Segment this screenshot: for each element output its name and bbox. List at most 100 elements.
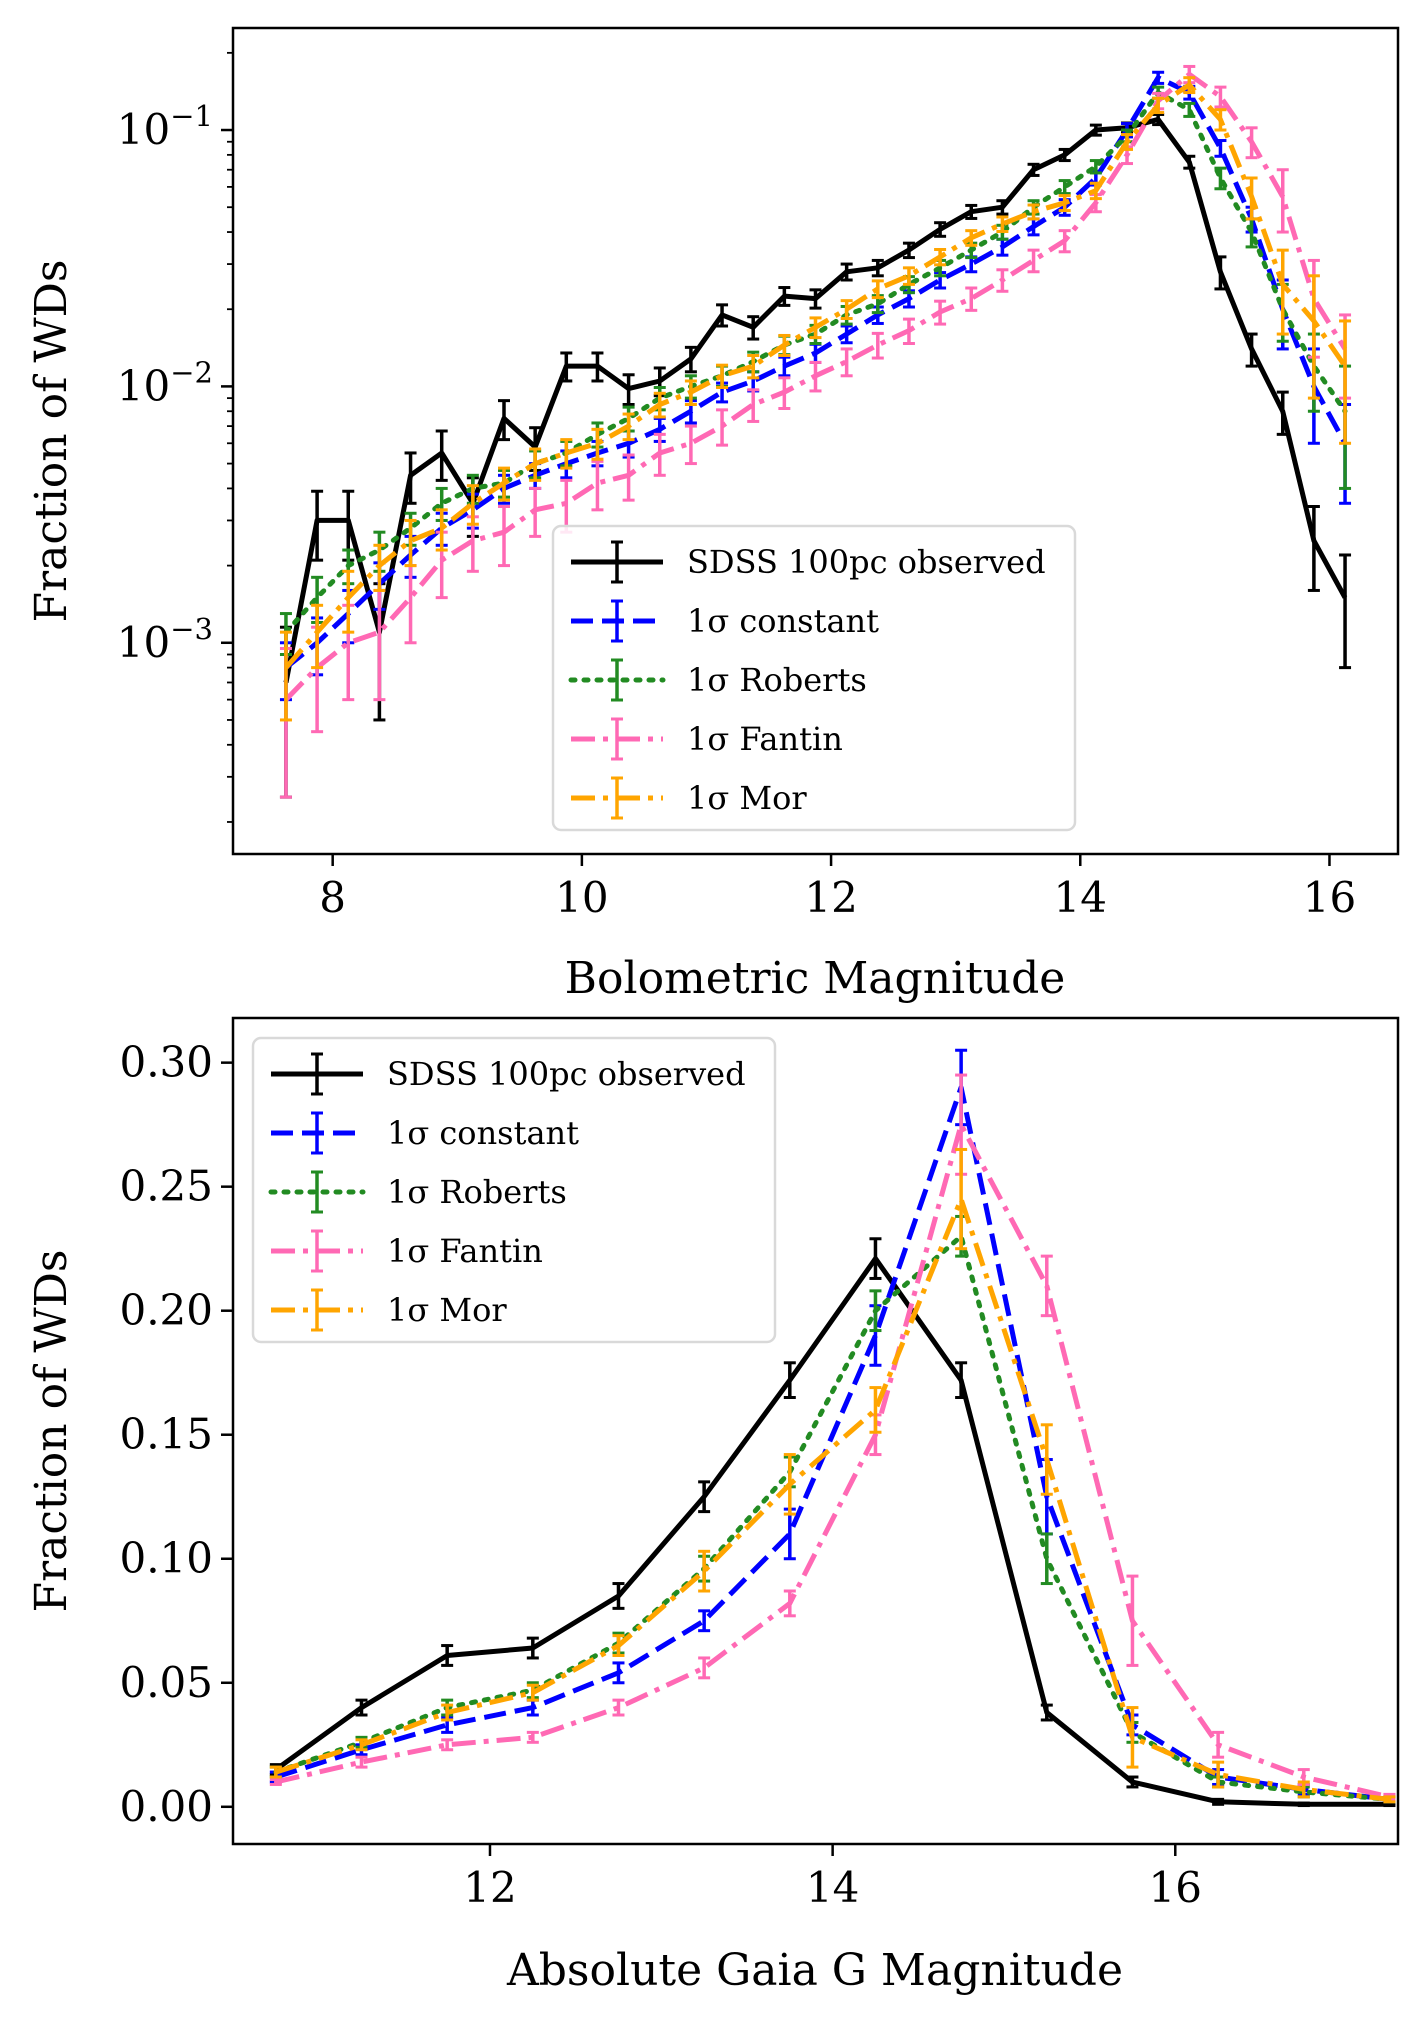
data-point xyxy=(1302,1787,1306,1791)
data-point xyxy=(969,262,973,266)
error-bar xyxy=(1212,1730,1225,1759)
x-tick-label: 14 xyxy=(1054,873,1107,922)
error-bar xyxy=(840,347,853,378)
data-point xyxy=(1250,347,1254,351)
y-tick-label: 10−3 xyxy=(117,612,213,667)
data-point xyxy=(1063,185,1067,189)
data-point xyxy=(907,297,911,301)
data-point xyxy=(359,1706,363,1710)
top-y-axis-label: Fraction of WDs xyxy=(26,260,77,623)
data-point xyxy=(720,424,724,428)
data-point xyxy=(873,1309,877,1313)
data-point xyxy=(907,329,911,333)
data-point xyxy=(1032,168,1036,172)
error-bar xyxy=(466,484,479,526)
data-point xyxy=(876,343,880,347)
error-bar xyxy=(1040,1703,1053,1722)
error-bar xyxy=(934,299,947,326)
legend-label: 1σ Roberts xyxy=(687,661,867,699)
data-point xyxy=(1045,1495,1049,1499)
data-point xyxy=(440,526,444,530)
data-point xyxy=(788,1601,792,1605)
error-bar xyxy=(441,1703,454,1722)
error-bar xyxy=(698,1656,711,1680)
error-bar xyxy=(1297,1801,1310,1808)
data-point xyxy=(938,278,942,282)
error-bar xyxy=(560,351,573,383)
error-bar xyxy=(1126,1706,1139,1769)
data-point xyxy=(751,325,755,329)
error-bar xyxy=(1276,168,1289,234)
data-point xyxy=(658,451,662,455)
error-bar xyxy=(1214,139,1227,158)
data-point xyxy=(689,409,693,413)
error-bar xyxy=(529,486,542,538)
error-bar xyxy=(498,466,511,502)
error-bar xyxy=(783,1361,796,1400)
data-point xyxy=(346,564,350,568)
data-point xyxy=(938,255,942,259)
error-bar xyxy=(622,373,635,406)
error-bar xyxy=(902,317,915,346)
error-bar xyxy=(1245,126,1258,160)
error-bar xyxy=(902,241,915,260)
error-bar xyxy=(404,451,417,505)
error-bar xyxy=(355,1755,368,1769)
data-point xyxy=(876,313,880,317)
data-point xyxy=(845,360,849,364)
data-point xyxy=(440,451,444,455)
data-point xyxy=(1281,409,1285,413)
data-point xyxy=(814,297,817,301)
data-point xyxy=(1302,1775,1306,1779)
legend-item: 1σ Mor xyxy=(571,776,807,820)
top-plot-frame xyxy=(231,26,1400,856)
data-point xyxy=(782,294,786,298)
error-bar xyxy=(955,1147,968,1251)
data-point xyxy=(1063,201,1067,205)
data-point xyxy=(1156,76,1160,80)
error-bar xyxy=(591,427,604,461)
error-bar xyxy=(902,266,915,286)
y-tick-label: 0.15 xyxy=(119,1410,213,1459)
error-bar xyxy=(591,351,604,383)
top-panel-bolometric: 8 10 12 14 16 10−3 10−2 10−1 Bolometric Magnitu… xyxy=(26,26,1400,1004)
error-bar xyxy=(1058,229,1071,254)
x-tick-label: 16 xyxy=(1149,1863,1202,1912)
data-point xyxy=(531,1646,535,1650)
legend-label: 1σ constant xyxy=(687,602,879,640)
x-tick-label: 10 xyxy=(555,873,608,922)
data-point xyxy=(959,1197,963,1201)
error-bar xyxy=(1027,248,1040,274)
data-point xyxy=(315,596,319,600)
data-point xyxy=(782,364,786,368)
data-point xyxy=(907,248,911,252)
data-point xyxy=(616,1644,620,1648)
data-point xyxy=(346,518,350,522)
data-point xyxy=(1032,225,1036,229)
error-bar xyxy=(498,505,511,568)
error-bar xyxy=(871,258,884,278)
error-bar xyxy=(809,288,822,310)
error-bar xyxy=(698,1480,711,1514)
legend-item: 1σ constant xyxy=(571,599,879,643)
legend-box xyxy=(551,524,1077,832)
legend-item: 1σ constant xyxy=(271,1111,579,1155)
series-line xyxy=(273,1233,1392,1802)
data-point xyxy=(445,1653,449,1657)
y-tick-label: 10−2 xyxy=(117,355,213,410)
error-bar xyxy=(747,388,760,423)
error-bar xyxy=(1040,1532,1053,1586)
error-bar xyxy=(698,1549,711,1593)
data-point xyxy=(346,641,350,645)
data-point xyxy=(359,1743,363,1747)
data-point xyxy=(873,1408,877,1412)
data-point xyxy=(531,1691,535,1695)
error-bar xyxy=(591,459,604,512)
error-bar xyxy=(526,1683,539,1702)
x-tick-label: 16 xyxy=(1303,873,1356,922)
error-bar xyxy=(441,1738,454,1752)
top-x-axis-label: Bolometric Magnitude xyxy=(565,953,1066,1004)
data-point xyxy=(658,379,662,383)
legend-label: SDSS 100pc observed xyxy=(387,1055,746,1093)
error-bar xyxy=(840,262,853,282)
